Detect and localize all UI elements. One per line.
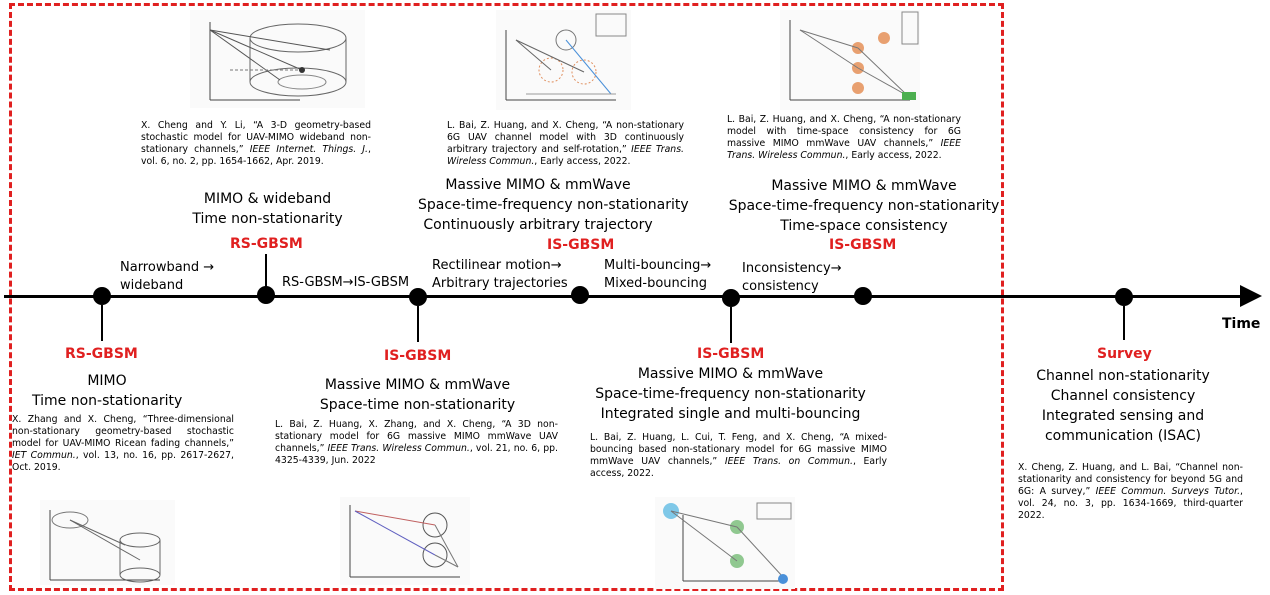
feature-line: communication (ISAC) xyxy=(1044,428,1202,444)
feature-line: Integrated sensing and xyxy=(1041,408,1205,424)
milestone-dot-1 xyxy=(93,287,111,305)
feature-line: Space-time non-stationarity xyxy=(319,397,516,413)
transition-1: Narrowband → wideband xyxy=(120,260,215,293)
model-figure-thumbnail xyxy=(190,10,365,108)
milestone-5-features: Massive MIMO & mmWave Space-time-frequen… xyxy=(578,364,883,424)
feature-line: Space-time-frequency non-stationarity xyxy=(418,197,689,213)
milestone-dot-2 xyxy=(257,286,275,304)
milestone-5-reference: L. Bai, Z. Huang, L. Cui, T. Feng, and X… xyxy=(590,432,888,479)
transition-3: Rectilinear motion→ Arbitrary trajectorie… xyxy=(432,258,568,291)
feature-line: Channel consistency xyxy=(1050,388,1196,404)
milestone-6-reference: L. Bai, Z. Huang, and X. Cheng, “A non-s… xyxy=(727,114,961,161)
milestone-dot-4 xyxy=(571,286,589,304)
transition-5: Inconsistency→ consistency xyxy=(742,261,842,294)
milestone-7-type: Survey xyxy=(1097,346,1152,362)
feature-line: Time non-stationarity xyxy=(192,211,343,227)
milestone-dot-3 xyxy=(409,288,427,306)
model-figure-thumbnail xyxy=(655,497,795,589)
feature-line: Massive MIMO & mmWave xyxy=(445,177,631,193)
milestone-1-reference: X. Zhang and X. Cheng, “Three-dimensiona… xyxy=(12,414,234,473)
stem-2 xyxy=(265,254,267,288)
milestone-6-type: IS-GBSM xyxy=(829,237,897,253)
milestone-5-type: IS-GBSM xyxy=(697,346,765,362)
milestone-6-features: Massive MIMO & mmWave Space-time-frequen… xyxy=(720,176,1008,236)
milestone-dot-6 xyxy=(854,287,872,305)
feature-line: Continuously arbitrary trajectory xyxy=(423,217,653,233)
model-figure-thumbnail xyxy=(340,497,470,585)
stem-7 xyxy=(1123,306,1125,340)
milestone-2-type: RS-GBSM xyxy=(230,236,303,252)
milestone-4-reference: L. Bai, Z. Huang, and X. Cheng, “A non-s… xyxy=(447,120,684,167)
milestone-1-type: RS-GBSM xyxy=(65,346,138,362)
stem-5 xyxy=(730,307,732,343)
feature-line: Channel non-stationarity xyxy=(1036,368,1210,384)
timeline-axis xyxy=(4,295,1244,298)
milestone-3-reference: L. Bai, Z. Huang, X. Zhang, and X. Cheng… xyxy=(275,419,558,466)
milestone-7-features: Channel non-stationarity Channel consist… xyxy=(1023,366,1223,446)
feature-line: MIMO xyxy=(87,373,127,389)
milestone-1-features: MIMO Time non-stationarity xyxy=(32,371,182,411)
milestone-2-features: MIMO & wideband Time non-stationarity xyxy=(185,189,350,229)
milestone-dot-5 xyxy=(722,289,740,307)
stem-1 xyxy=(101,305,103,341)
transition-2: RS-GBSM→IS-GBSM xyxy=(282,275,410,290)
milestone-4-type: IS-GBSM xyxy=(547,237,615,253)
feature-line: MIMO & wideband xyxy=(203,191,332,207)
feature-line: Massive MIMO & mmWave xyxy=(637,366,824,382)
feature-line: Time non-stationarity xyxy=(32,393,183,409)
feature-line: Massive MIMO & mmWave xyxy=(324,377,511,393)
milestone-3-features: Massive MIMO & mmWave Space-time non-sta… xyxy=(310,375,525,415)
milestone-2-reference: X. Cheng and Y. Li, “A 3-D geometry-base… xyxy=(141,120,371,167)
milestone-3-type: IS-GBSM xyxy=(384,348,452,364)
feature-line: Integrated single and multi-bouncing xyxy=(600,406,861,422)
feature-line: Massive MIMO & mmWave xyxy=(771,178,957,194)
transition-4: Multi-bouncing→ Mixed-bouncing xyxy=(604,258,712,291)
model-figure-thumbnail xyxy=(780,10,920,110)
feature-line: Space-time-frequency non-stationarity xyxy=(728,198,1000,214)
milestone-4-features: Massive MIMO & mmWave Space-time-frequen… xyxy=(418,175,689,235)
feature-line: Space-time-frequency non-stationarity xyxy=(595,386,866,402)
feature-line: Time-space consistency xyxy=(780,218,948,234)
model-figure-thumbnail xyxy=(40,500,175,585)
milestone-7-reference: X. Cheng, Z. Huang, and L. Bai, “Channel… xyxy=(1018,462,1243,521)
model-figure-thumbnail xyxy=(496,10,631,110)
axis-label: Time xyxy=(1222,316,1261,332)
timeline-arrowhead xyxy=(1240,285,1262,307)
stem-3 xyxy=(417,306,419,342)
milestone-dot-7 xyxy=(1115,288,1133,306)
